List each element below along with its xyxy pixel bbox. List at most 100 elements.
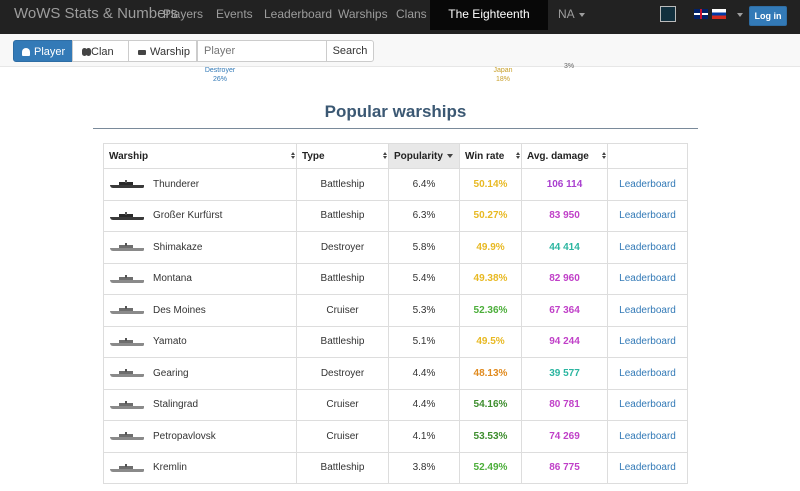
user-icon — [22, 48, 30, 57]
table-row[interactable]: Shimakaze Destroyer 5.8% 49.9% 44 414 Leaderb… — [103, 231, 688, 264]
search-mode-warship-label: Warship — [150, 46, 190, 58]
warship-name: Stalingrad — [153, 399, 199, 411]
popularity-cell: 4.4% — [388, 357, 460, 390]
warship-name: Shimakaze — [153, 241, 203, 253]
region-label: NA — [558, 7, 575, 21]
leaderboard-link[interactable]: Leaderboard — [607, 199, 688, 232]
popularity-cell: 5.1% — [388, 325, 460, 358]
col-type-label: Type — [302, 150, 325, 162]
nav-leaderboard[interactable]: Leaderboard — [264, 7, 333, 21]
warship-cell[interactable]: Thunderer — [103, 168, 297, 201]
chart-label-destroyer-text: Destroyer — [204, 67, 236, 74]
search-mode-warship[interactable]: Warship — [128, 40, 197, 62]
login-button[interactable]: Log in — [749, 6, 787, 26]
table-row[interactable]: Des Moines Cruiser 5.3% 52.36% 67 364 Leaderb… — [103, 294, 688, 327]
type-cell: Destroyer — [296, 231, 389, 264]
avg-damage-cell: 83 950 — [521, 199, 608, 232]
popularity-cell: 4.1% — [388, 420, 460, 453]
leaderboard-link[interactable]: Leaderboard — [607, 231, 688, 264]
table-row[interactable]: Yamato Battleship 5.1% 49.5% 94 244 Leaderboa… — [103, 325, 688, 358]
winrate-cell: 49.5% — [459, 325, 522, 358]
warship-icon — [110, 243, 144, 251]
type-cell: Cruiser — [296, 294, 389, 327]
warship-name: Des Moines — [153, 304, 206, 316]
warship-cell[interactable]: Petropavlovsk — [103, 420, 297, 453]
leaderboard-link[interactable]: Leaderboard — [607, 357, 688, 390]
avg-damage-cell: 80 781 — [521, 388, 608, 421]
winrate-cell: 54.16% — [459, 388, 522, 421]
search-mode-clan-label: Clan — [91, 46, 114, 58]
table-row[interactable]: Gearing Destroyer 4.4% 48.13% 39 577 Leaderbo… — [103, 357, 688, 390]
avg-damage-cell: 67 364 — [521, 294, 608, 327]
warship-cell[interactable]: Kremlin — [103, 451, 297, 484]
avg-damage-cell: 74 269 — [521, 420, 608, 453]
warship-name: Petropavlovsk — [153, 430, 216, 442]
search-mode-clan[interactable]: Clan — [72, 40, 129, 62]
brand-logo[interactable]: WoWS Stats & Numbers — [14, 5, 178, 22]
table-row[interactable]: Großer Kurfürst Battleship 6.3% 50.27% 83 95… — [103, 199, 688, 232]
table-row[interactable]: Thunderer Battleship 6.4% 50.14% 106 114 Lead… — [103, 168, 688, 201]
leaderboard-link[interactable]: Leaderboard — [607, 168, 688, 201]
popularity-cell: 5.8% — [388, 231, 460, 264]
nav-warships[interactable]: Warships — [338, 7, 388, 21]
warship-cell[interactable]: Gearing — [103, 357, 297, 390]
section-divider — [93, 128, 698, 129]
nav-players[interactable]: Players — [163, 7, 204, 21]
warship-icon — [110, 337, 144, 346]
col-winrate[interactable]: Win rate — [459, 143, 522, 169]
col-popularity-label: Popularity — [394, 150, 443, 162]
chart-label-destroyer-value: 26% — [212, 76, 227, 83]
type-cell: Battleship — [296, 262, 389, 295]
warship-cell[interactable]: Großer Kurfürst — [103, 199, 297, 232]
search-button[interactable]: Search — [326, 40, 374, 62]
type-cell: Battleship — [296, 199, 389, 232]
russia-flag-icon[interactable] — [712, 9, 726, 19]
leaderboard-link[interactable]: Leaderboard — [607, 451, 688, 484]
sort-desc-icon — [447, 154, 453, 158]
table-row[interactable]: Kremlin Battleship 3.8% 52.49% 86 775 Leaderb… — [103, 451, 688, 484]
type-cell: Destroyer — [296, 357, 389, 390]
search-mode-player-label: Player — [34, 46, 66, 58]
table-row[interactable]: Petropavlovsk Cruiser 4.1% 53.53% 74 269 Lead… — [103, 420, 688, 453]
warship-cell[interactable]: Montana — [103, 262, 297, 295]
ship-icon — [138, 49, 146, 55]
col-leaderboard — [607, 143, 688, 169]
top-navbar: WoWS Stats & Numbers Players Events Lead… — [0, 0, 800, 49]
type-cell: Battleship — [296, 451, 389, 484]
col-avg-damage[interactable]: Avg. damage — [521, 143, 608, 169]
winrate-cell: 49.38% — [459, 262, 522, 295]
table-row[interactable]: Montana Battleship 5.4% 49.38% 82 960 Leaderb… — [103, 262, 688, 295]
leaderboard-link[interactable]: Leaderboard — [607, 420, 688, 453]
leaderboard-link[interactable]: Leaderboard — [607, 294, 688, 327]
theme-toggle-button[interactable] — [660, 6, 676, 22]
table-row[interactable]: Stalingrad Cruiser 4.4% 54.16% 80 781 Leaderb… — [103, 388, 688, 421]
leaderboard-link[interactable]: Leaderboard — [607, 388, 688, 421]
popularity-cell: 5.3% — [388, 294, 460, 327]
warship-cell[interactable]: Yamato — [103, 325, 297, 358]
search-input[interactable] — [197, 40, 327, 62]
nav-events[interactable]: Events — [216, 7, 253, 21]
col-popularity[interactable]: Popularity — [388, 143, 460, 169]
leaderboard-link[interactable]: Leaderboard — [607, 325, 688, 358]
nav-eighteenth-season[interactable]: The Eighteenth Season — [430, 0, 548, 49]
chart-label-japan: Japan 18% — [483, 66, 523, 84]
warship-cell[interactable]: Des Moines — [103, 294, 297, 327]
col-type[interactable]: Type — [296, 143, 389, 169]
warship-cell[interactable]: Shimakaze — [103, 231, 297, 264]
language-chevron-down-icon[interactable] — [737, 13, 743, 17]
col-warship[interactable]: Warship — [103, 143, 297, 169]
table-body: Thunderer Battleship 6.4% 50.14% 106 114 Lead… — [103, 168, 688, 484]
region-dropdown[interactable]: NA — [558, 0, 585, 30]
popularity-cell: 3.8% — [388, 451, 460, 484]
type-cell: Battleship — [296, 168, 389, 201]
winrate-cell: 53.53% — [459, 420, 522, 453]
search-mode-player[interactable]: Player — [13, 40, 73, 62]
warship-name: Großer Kurfürst — [153, 210, 223, 222]
users-icon — [82, 48, 87, 57]
table-header-row: Warship Type Popularity Win rate Avg. da… — [103, 143, 688, 169]
type-cell: Cruiser — [296, 388, 389, 421]
warship-cell[interactable]: Stalingrad — [103, 388, 297, 421]
nav-clans[interactable]: Clans — [396, 7, 427, 21]
leaderboard-link[interactable]: Leaderboard — [607, 262, 688, 295]
uk-flag-icon[interactable] — [694, 9, 708, 19]
